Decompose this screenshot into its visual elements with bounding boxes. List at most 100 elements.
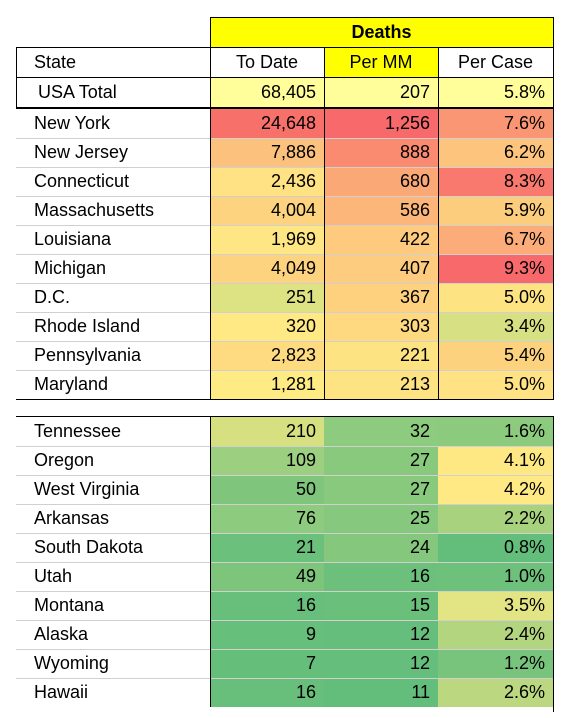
grid-line <box>16 399 554 400</box>
grid-line <box>16 167 554 168</box>
bottom-row-5-per-mm: 16 <box>324 562 438 591</box>
top-row-7-per-mm: 303 <box>324 312 438 341</box>
grid-line <box>16 678 554 679</box>
grid-line <box>438 47 439 399</box>
grid-line <box>16 225 554 226</box>
top-row-8-per-case: 5.4% <box>438 341 553 370</box>
bottom-row-6-state: Montana <box>34 595 105 615</box>
top-row-9-to-date: 1,281 <box>210 370 324 399</box>
grid-line <box>16 47 554 48</box>
bottom-row-7-state: Alaska <box>34 624 89 644</box>
total-row-per-mm: 207 <box>324 78 438 107</box>
bottom-row-0-per-mm: 32 <box>324 417 438 446</box>
top-row-1-per-case: 6.2% <box>438 138 553 167</box>
bottom-row-4-per-case: 0.8% <box>438 533 553 562</box>
column-header-to-date: To Date <box>235 52 299 72</box>
bottom-row-9-state: Hawaii <box>34 682 89 702</box>
bottom-row-1-state: Oregon <box>34 450 95 470</box>
bottom-row-8-per-case: 1.2% <box>438 649 553 678</box>
grid-line <box>16 504 554 505</box>
top-row-0-state: New York <box>34 113 111 133</box>
bottom-row-2-per-case: 4.2% <box>438 475 553 504</box>
top-row-5-to-date: 4,049 <box>210 254 324 283</box>
top-row-4-to-date: 1,969 <box>210 225 324 254</box>
top-row-3-per-case: 5.9% <box>438 196 553 225</box>
grid-line <box>16 620 554 621</box>
total-row-per-case: 5.8% <box>438 78 553 107</box>
top-row-3-state: Massachusetts <box>34 200 155 220</box>
bottom-row-0-per-case: 1.6% <box>438 417 553 446</box>
top-row-0-to-date: 24,648 <box>210 109 324 138</box>
bottom-row-2-per-mm: 27 <box>324 475 438 504</box>
top-row-3-per-mm: 586 <box>324 196 438 225</box>
top-row-2-state: Connecticut <box>34 171 130 191</box>
top-row-6-to-date: 251 <box>210 283 324 312</box>
top-row-1-state: New Jersey <box>34 142 129 162</box>
column-header-per-mm: Per MM <box>324 48 438 77</box>
column-header-state: State <box>34 52 77 72</box>
top-row-8-state: Pennsylvania <box>34 345 142 365</box>
top-row-7-to-date: 320 <box>210 312 324 341</box>
grid-line <box>210 416 211 707</box>
bottom-row-5-per-case: 1.0% <box>438 562 553 591</box>
grid-line <box>16 446 554 447</box>
top-row-5-state: Michigan <box>34 258 107 278</box>
bottom-row-5-to-date: 49 <box>210 562 324 591</box>
bottom-row-8-to-date: 7 <box>210 649 324 678</box>
grid-line <box>553 17 554 399</box>
top-row-5-per-case: 9.3% <box>438 254 553 283</box>
top-row-6-per-case: 5.0% <box>438 283 553 312</box>
bottom-row-7-per-mm: 12 <box>324 620 438 649</box>
top-row-1-per-mm: 888 <box>324 138 438 167</box>
bottom-row-9-to-date: 16 <box>210 678 324 707</box>
bottom-row-6-to-date: 16 <box>210 591 324 620</box>
grid-line <box>16 254 554 255</box>
bottom-row-8-per-mm: 12 <box>324 649 438 678</box>
top-row-7-state: Rhode Island <box>34 316 141 336</box>
grid-line <box>16 107 554 109</box>
bottom-row-1-per-case: 4.1% <box>438 446 553 475</box>
top-row-9-state: Maryland <box>34 374 109 394</box>
grid-line <box>16 533 554 534</box>
bottom-row-7-per-case: 2.4% <box>438 620 553 649</box>
grid-line <box>210 17 554 18</box>
bottom-row-6-per-mm: 15 <box>324 591 438 620</box>
grid-line <box>16 416 554 417</box>
grid-line <box>16 138 554 139</box>
bottom-row-9-per-case: 2.6% <box>438 678 553 707</box>
bottom-row-7-to-date: 9 <box>210 620 324 649</box>
bottom-row-9-per-mm: 11 <box>324 678 438 707</box>
grid-line <box>16 283 554 284</box>
grid-line <box>210 17 211 399</box>
top-row-1-to-date: 7,886 <box>210 138 324 167</box>
bottom-row-3-per-mm: 25 <box>324 504 438 533</box>
grid-line <box>16 562 554 563</box>
top-row-3-to-date: 4,004 <box>210 196 324 225</box>
top-row-2-per-mm: 680 <box>324 167 438 196</box>
top-row-4-per-mm: 422 <box>324 225 438 254</box>
grid-line <box>16 475 554 476</box>
grid-line <box>16 591 554 592</box>
top-row-6-per-mm: 367 <box>324 283 438 312</box>
column-header-per-case: Per Case <box>457 52 534 72</box>
bottom-row-2-state: West Virginia <box>34 479 140 499</box>
grid-line <box>16 47 17 108</box>
bottom-row-4-per-mm: 24 <box>324 533 438 562</box>
grid-line <box>553 416 554 712</box>
grid-line <box>16 77 554 78</box>
top-row-2-to-date: 2,436 <box>210 167 324 196</box>
grid-line <box>16 196 554 197</box>
bottom-row-3-to-date: 76 <box>210 504 324 533</box>
top-row-0-per-mm: 1,256 <box>324 109 438 138</box>
bottom-row-6-per-case: 3.5% <box>438 591 553 620</box>
bottom-row-0-state: Tennessee <box>34 421 122 441</box>
total-row-to-date: 68,405 <box>210 78 324 107</box>
bottom-row-0-to-date: 210 <box>210 417 324 446</box>
grid-line <box>16 370 554 371</box>
grid-line <box>324 47 325 399</box>
grid-line <box>16 312 554 313</box>
top-row-4-per-case: 6.7% <box>438 225 553 254</box>
bottom-row-3-per-case: 2.2% <box>438 504 553 533</box>
bottom-row-1-to-date: 109 <box>210 446 324 475</box>
